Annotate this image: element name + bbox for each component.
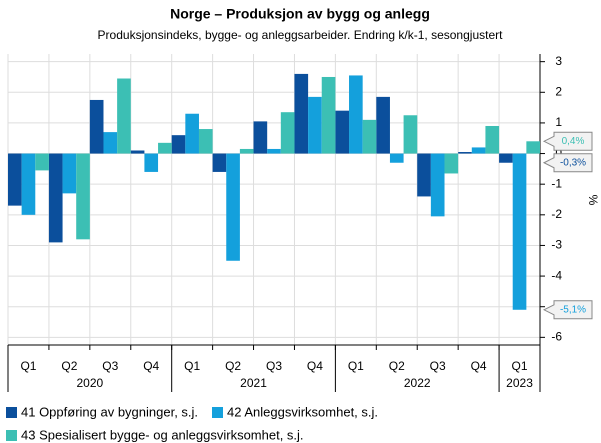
bar (471, 147, 486, 154)
legend-label: 43 Spesialisert bygge- og anleggsvirksom… (21, 427, 304, 442)
y-tick-label: 0 (555, 146, 562, 160)
bar (376, 96, 390, 154)
year-label: 2022 (404, 376, 431, 390)
y-tick-label: -4 (551, 268, 562, 282)
year-label: 2021 (240, 376, 267, 390)
bar (103, 132, 118, 154)
bar (212, 153, 227, 172)
bar (171, 135, 186, 154)
bar (62, 153, 77, 194)
bar (158, 142, 172, 154)
bar (417, 153, 431, 197)
value-label: -0,3% (560, 157, 586, 168)
bar (499, 153, 513, 163)
year-label: 2020 (76, 376, 103, 390)
bar (226, 153, 240, 261)
y-tick-label: 2 (555, 84, 562, 98)
x-tick-label: Q1 (512, 359, 528, 373)
x-tick-label: Q2 (225, 359, 241, 373)
x-tick-label: Q2 (61, 359, 77, 373)
x-tick-label: Q3 (102, 359, 118, 373)
value-label: -5,1% (560, 304, 586, 315)
y-tick-label: 3 (555, 54, 562, 68)
callout-box (542, 131, 593, 151)
bar (526, 141, 540, 154)
x-tick-label: Q3 (430, 359, 446, 373)
bar (267, 148, 281, 154)
y-tick-label: 1 (555, 115, 562, 129)
legend-swatch (6, 430, 17, 441)
bar (130, 150, 145, 154)
bar (308, 96, 322, 154)
y-tick-label: -3 (551, 238, 562, 252)
y-tick-label: -1 (551, 176, 562, 190)
bar (321, 76, 336, 154)
chart-title: Norge – Produksjon av bygg og anlegg (170, 6, 430, 22)
bar (430, 153, 445, 217)
bar (76, 153, 90, 240)
bar (485, 125, 500, 154)
bar (512, 153, 527, 310)
bar (458, 152, 472, 154)
bar (239, 148, 254, 154)
callout-box (542, 153, 593, 173)
bar (335, 110, 350, 154)
y-tick-label: -2 (551, 207, 562, 221)
x-tick-label: Q4 (471, 359, 487, 373)
callout-box (542, 300, 593, 320)
x-tick-label: Q1 (20, 359, 36, 373)
x-tick-label: Q1 (348, 359, 364, 373)
bar (35, 153, 49, 171)
legend-label: 41 Oppføring av bygninger, s.j. (21, 404, 198, 419)
bar (8, 153, 22, 206)
legend-swatch (6, 407, 17, 418)
x-tick-label: Q4 (307, 359, 323, 373)
bar (21, 153, 36, 215)
x-tick-label: Q1 (184, 359, 200, 373)
bar (144, 153, 159, 172)
bar (185, 113, 199, 154)
bar (362, 119, 377, 154)
year-label: 2023 (506, 376, 533, 390)
x-tick-label: Q3 (266, 359, 282, 373)
bar (117, 78, 131, 154)
bar (198, 129, 213, 154)
chart-subtitle: Produksjonsindeks, bygge- og anleggsarbe… (98, 28, 504, 42)
bar (280, 112, 295, 154)
value-label: 0,4% (562, 136, 585, 147)
legend-label: 42 Anleggsvirksomhet, s.j. (227, 404, 378, 419)
legend-swatch (212, 407, 223, 418)
y-axis-label: % (586, 195, 600, 206)
bar (389, 153, 404, 163)
bar (89, 99, 104, 154)
x-tick-label: Q4 (143, 359, 159, 373)
bar (253, 121, 268, 154)
bar (48, 153, 63, 243)
bar (349, 75, 363, 154)
bar (403, 115, 418, 154)
bar (444, 153, 459, 174)
bar (294, 73, 309, 154)
y-tick-label: -6 (551, 330, 562, 344)
x-tick-label: Q2 (389, 359, 405, 373)
